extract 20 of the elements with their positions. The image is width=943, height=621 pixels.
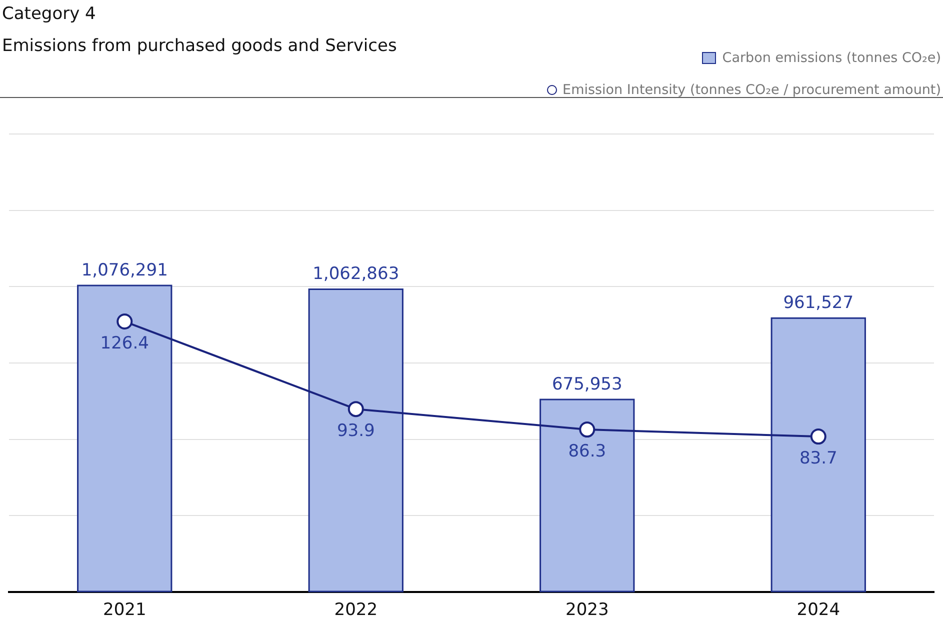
- legend-label: Emission Intensity (tonnes CO₂e / procurement amount): [562, 82, 941, 98]
- data-label: 126.4: [100, 333, 149, 354]
- point: [348, 401, 364, 418]
- data-label: 961,527: [783, 293, 854, 314]
- point: [810, 428, 826, 445]
- data-label: 93.9: [336, 420, 375, 441]
- data-label: 1,062,863: [312, 264, 400, 284]
- data-label: 675,953: [552, 374, 622, 394]
- x-tick-label: 2024: [796, 600, 840, 620]
- data-label: 83.7: [799, 448, 838, 468]
- x-tick-label: 2023: [565, 600, 609, 620]
- point: [579, 422, 596, 438]
- point: [116, 314, 133, 330]
- legend-label: Carbon emissions (tonnes CO₂e): [722, 50, 941, 66]
- x-tick-label: 2021: [102, 600, 146, 620]
- chart-title: Category 4: [2, 4, 96, 24]
- chart-subtitle: Emissions from purchased goods and Services: [2, 36, 397, 56]
- x-tick-label: 2022: [334, 600, 378, 620]
- data-label: 86.3: [568, 441, 606, 462]
- data-label: 1,076,291: [81, 260, 168, 280]
